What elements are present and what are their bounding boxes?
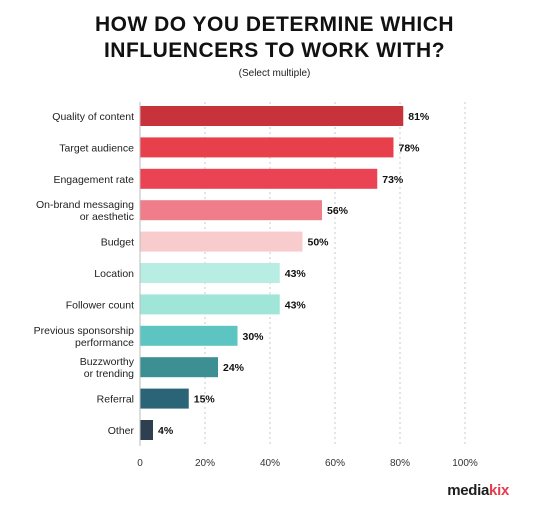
category-label-line: Referral — [97, 394, 134, 406]
category-label: On-brand messaging or aesthetic — [36, 199, 134, 223]
data-label: 43% — [285, 299, 307, 311]
data-label: 4% — [158, 425, 174, 437]
category-label-line: Location — [94, 268, 134, 280]
category-label-line: On-brand messaging — [36, 199, 134, 211]
x-tick-label: 40% — [260, 458, 280, 469]
bar — [140, 325, 238, 346]
category-label-line: Target audience — [59, 142, 134, 154]
title-line-1: HOW DO YOU DETERMINE WHICH — [94, 13, 455, 36]
bar — [140, 388, 189, 409]
bar — [140, 106, 404, 126]
bar — [140, 294, 280, 315]
category-label-line: Budget — [101, 237, 134, 249]
category-label: Referral — [97, 394, 134, 406]
category-label-line: or trending — [84, 368, 134, 380]
bar — [140, 231, 303, 252]
data-label: 24% — [223, 362, 245, 374]
category-label: Location — [94, 268, 134, 280]
x-tick-label: 80% — [390, 458, 410, 469]
bar — [140, 263, 280, 283]
category-label: Other — [108, 425, 135, 437]
chart-subtitle: (Select multiple) — [238, 68, 311, 79]
mediakix-logo: mediakix — [447, 482, 509, 499]
category-label: Quality of content — [52, 111, 134, 123]
category-label-line: Buzzworthy — [80, 356, 135, 368]
x-tick-label: 20% — [195, 458, 215, 469]
logo-main: media — [447, 482, 490, 499]
x-tick-label: 0 — [137, 458, 143, 469]
bar — [140, 420, 153, 440]
bar — [140, 168, 378, 189]
data-label: 78% — [399, 142, 421, 154]
category-label: Previous sponsorship performance — [34, 325, 135, 349]
data-label: 43% — [285, 268, 307, 280]
category-label: Follower count — [66, 299, 134, 311]
bar — [140, 137, 394, 158]
bar — [140, 357, 218, 378]
title-line-2: INFLUENCERS TO WORK WITH? — [103, 39, 446, 62]
data-label: 56% — [327, 205, 349, 217]
data-label: 30% — [243, 331, 265, 343]
data-label: 81% — [408, 111, 430, 123]
x-tick-label: 100% — [452, 458, 478, 469]
category-label: Engagement rate — [53, 174, 134, 186]
category-label-line: Engagement rate — [53, 174, 134, 186]
category-label: Budget — [101, 237, 134, 249]
category-label-line: Previous sponsorship — [34, 325, 135, 337]
chart-title: HOW DO YOU DETERMINE WHICH INFLUENCERS T… — [0, 12, 549, 64]
category-label-line: Other — [108, 425, 135, 437]
x-tick-label: 60% — [325, 458, 345, 469]
category-label-line: or aesthetic — [80, 211, 134, 223]
data-label: 15% — [194, 394, 216, 406]
category-label-line: Quality of content — [52, 111, 134, 123]
category-label-line: Follower count — [66, 299, 134, 311]
category-label: Buzzworthy or trending — [80, 356, 135, 380]
data-label: 50% — [308, 237, 330, 249]
bar — [140, 200, 322, 221]
category-label-line: performance — [75, 337, 134, 349]
category-label: Target audience — [59, 142, 134, 154]
data-label: 73% — [382, 174, 404, 186]
logo-accent: kix — [489, 482, 509, 499]
